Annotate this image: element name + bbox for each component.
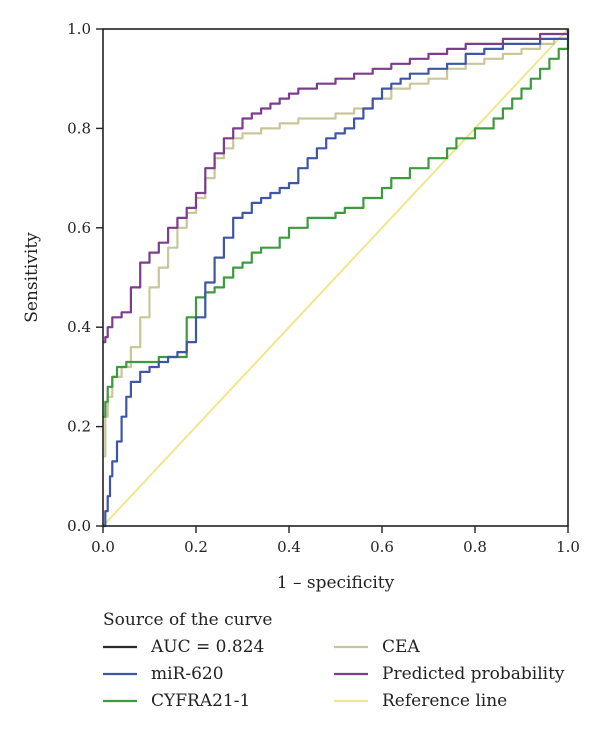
x-axis-title: 1 – specificity (277, 573, 395, 593)
plot-area (102, 28, 570, 528)
legend: Source of the curve AUC = 0.824 miR-620 CYF… (103, 610, 565, 711)
series-line-reference-line (102, 28, 569, 527)
legend-label-mir-620: miR-620 (151, 664, 224, 684)
legend-label-cyfra21-1: CYFRA21-1 (151, 691, 250, 711)
legend-label-predicted-probability: Predicted probability (382, 664, 565, 684)
series-line-predicted-probability (103, 29, 570, 344)
y-tick-label: 1.0 (67, 20, 91, 38)
legend-label-cea: CEA (382, 637, 420, 657)
y-tick-label: 0.6 (67, 219, 91, 237)
x-tick-label: 0.2 (184, 538, 208, 556)
y-axis-title: Sensitivity (22, 232, 42, 323)
x-tick-label: 0.0 (91, 538, 115, 556)
x-tick-label: 0.8 (463, 538, 487, 556)
legend-label-auc-0-824: AUC = 0.824 (150, 637, 264, 657)
y-tick-label: 0.0 (67, 517, 91, 535)
series-line-cyfra21-1 (103, 38, 570, 418)
x-tick-label: 1.0 (556, 538, 580, 556)
legend-label-reference-line: Reference line (382, 691, 507, 711)
x-tick-label: 0.6 (370, 538, 394, 556)
axes: 0.0 0.2 0.4 0.6 0.8 1.0 0.0 0.2 0.4 0.6 0.8 1.0 1 – … (22, 20, 580, 593)
legend-title: Source of the curve (103, 610, 272, 630)
series-line-mir-620 (103, 29, 570, 528)
plot-frame (102, 28, 569, 527)
y-tick-label: 0.8 (67, 119, 91, 137)
y-tick-label: 0.4 (67, 318, 91, 336)
y-tick-label: 0.2 (67, 418, 91, 436)
x-tick-label: 0.4 (277, 538, 301, 556)
series-line-cea (103, 34, 570, 458)
